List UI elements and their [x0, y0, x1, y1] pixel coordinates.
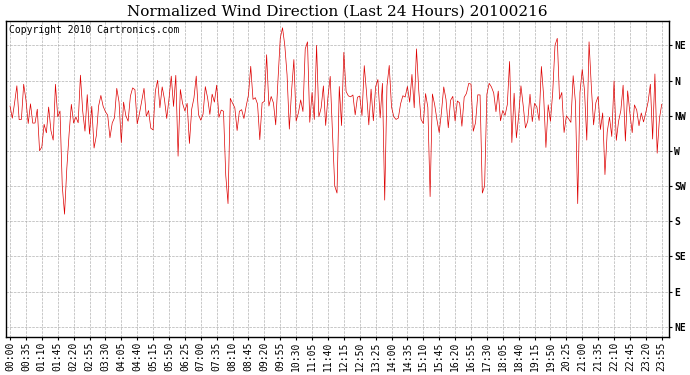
Text: Copyright 2010 Cartronics.com: Copyright 2010 Cartronics.com [9, 26, 179, 36]
Title: Normalized Wind Direction (Last 24 Hours) 20100216: Normalized Wind Direction (Last 24 Hours… [127, 4, 547, 18]
